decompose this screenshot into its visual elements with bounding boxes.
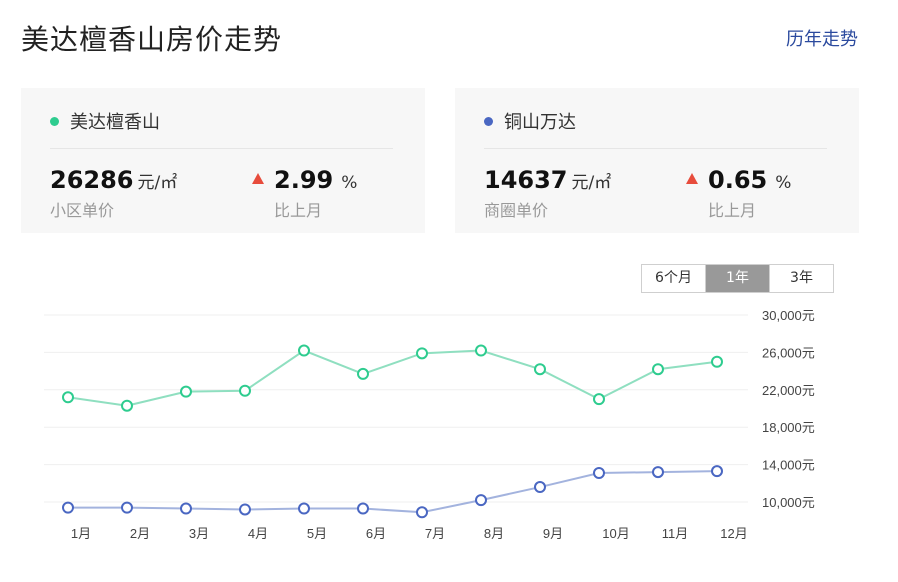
series-1-point: [357, 367, 369, 380]
change-value: 0.65: [708, 166, 768, 194]
change-unit: %: [341, 173, 358, 193]
price-label: 商圈单价: [484, 201, 549, 220]
series-2-point: [239, 503, 251, 516]
price-value: 14637: [484, 166, 568, 194]
series-1-point: [121, 399, 133, 412]
series-1-point: [239, 384, 251, 397]
page-title: 美达檀香山房价走势: [21, 23, 283, 56]
change-label: 比上月: [274, 201, 323, 220]
time-range-tabs: 6个月 1年 3年: [641, 264, 834, 293]
card-divider: [484, 148, 827, 149]
x-tick-label: 8月: [484, 526, 504, 541]
card-title: 美达檀香山: [70, 112, 160, 133]
community-price-card: 美达檀香山 26286 元/㎡ 小区单价 2.99 % 比上月: [21, 88, 425, 233]
up-arrow-icon: [686, 172, 698, 184]
series-2-point: [652, 466, 664, 479]
series-1-point: [534, 363, 546, 376]
series-line-1: [67, 349, 718, 407]
x-tick-label: 12月: [720, 526, 747, 541]
business-district-price-card: 铜山万达 14637 元/㎡ 商圈单价 0.65 % 比上月: [455, 88, 859, 233]
change-line: 2.99 %: [252, 166, 357, 194]
x-tick-label: 1月: [71, 526, 91, 541]
change-unit: %: [775, 173, 792, 193]
price-line: 26286 元/㎡: [50, 166, 177, 194]
y-tick-label: 22,000元: [762, 383, 815, 398]
x-tick-label: 6月: [366, 526, 386, 541]
series-line-2: [68, 470, 718, 514]
series-2-point: [475, 494, 487, 507]
y-tick-label: 10,000元: [762, 495, 815, 510]
y-tick-label: 18,000元: [762, 420, 815, 435]
card-divider: [50, 148, 393, 149]
history-trend-link[interactable]: 历年走势: [786, 29, 858, 50]
up-arrow-icon: [252, 172, 264, 184]
series-1-point: [475, 344, 487, 357]
card-header: 美达檀香山: [50, 108, 160, 134]
change-line: 0.65 %: [686, 166, 791, 194]
price-label: 小区单价: [50, 201, 115, 220]
tab-6-months[interactable]: 6个月: [642, 265, 706, 292]
series-2-point: [534, 481, 546, 494]
series-dot-icon: [50, 116, 59, 126]
series-2-point: [357, 502, 369, 515]
card-title: 铜山万达: [504, 112, 576, 133]
series-2-point: [298, 502, 310, 515]
series-2-point: [416, 506, 428, 519]
series-2-point: [121, 501, 133, 514]
price-line: 14637 元/㎡: [484, 166, 611, 194]
change-label: 比上月: [708, 201, 757, 220]
series-1-point: [593, 393, 605, 406]
series-1-point: [711, 355, 723, 368]
x-tick-label: 10月: [602, 526, 629, 541]
card-header: 铜山万达: [484, 108, 576, 134]
x-tick-label: 4月: [248, 526, 268, 541]
series-2-point: [180, 502, 192, 515]
series-1-point: [298, 344, 310, 357]
price-unit: 元/㎡: [571, 173, 612, 193]
price-unit: 元/㎡: [137, 173, 178, 193]
price-value: 26286: [50, 166, 134, 194]
x-tick-label: 11月: [662, 526, 689, 541]
price-trend-chart: 10,000元 14,000元 18,000元 22,000元 26,000元 30,00…: [44, 308, 815, 541]
series-1-point: [416, 347, 428, 360]
series-dot-icon: [484, 116, 493, 126]
series-1-point: [180, 385, 192, 398]
y-tick-label: 30,000元: [762, 308, 815, 323]
x-tick-label: 2月: [130, 526, 150, 541]
series-2-point: [593, 467, 605, 480]
x-tick-label: 3月: [189, 526, 209, 541]
tab-3-years[interactable]: 3年: [770, 265, 833, 292]
series-2-point: [711, 465, 723, 478]
y-tick-label: 14,000元: [762, 458, 815, 473]
y-tick-label: 26,000元: [762, 345, 815, 360]
x-tick-label: 5月: [307, 526, 327, 541]
x-tick-label: 9月: [543, 526, 563, 541]
series-1-point: [62, 391, 74, 404]
series-2-point: [62, 501, 74, 514]
series-1-point: [652, 363, 664, 376]
tab-1-year[interactable]: 1年: [706, 265, 770, 292]
x-tick-label: 7月: [425, 526, 445, 541]
change-value: 2.99: [274, 166, 334, 194]
